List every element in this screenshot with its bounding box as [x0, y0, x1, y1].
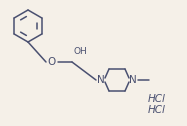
Text: HCl: HCl: [148, 105, 166, 115]
Text: N: N: [129, 75, 137, 85]
Text: O: O: [48, 57, 56, 67]
Text: OH: OH: [73, 48, 87, 56]
Text: N: N: [97, 75, 105, 85]
Text: HCl: HCl: [148, 94, 166, 104]
